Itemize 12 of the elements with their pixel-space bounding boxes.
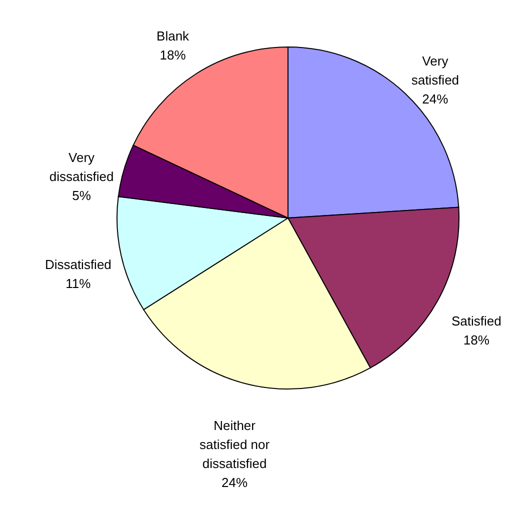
data-label: 11% [66, 276, 92, 291]
slice-label: Dissatisfied [44, 256, 112, 272]
slice-label: Neither satisfied nor dissatisfied [199, 418, 270, 472]
slice-label: Satisfied [451, 314, 502, 329]
data-label: 18% [160, 47, 186, 62]
slice-label: Very satisfied [411, 53, 460, 88]
data-label: 24% [422, 91, 449, 106]
slice-label: Blank [156, 28, 190, 44]
data-label: 18% [463, 332, 490, 348]
data-label: 24% [222, 475, 248, 490]
data-label: 5% [72, 188, 92, 204]
slice-label: Very dissatisfied [49, 150, 114, 184]
